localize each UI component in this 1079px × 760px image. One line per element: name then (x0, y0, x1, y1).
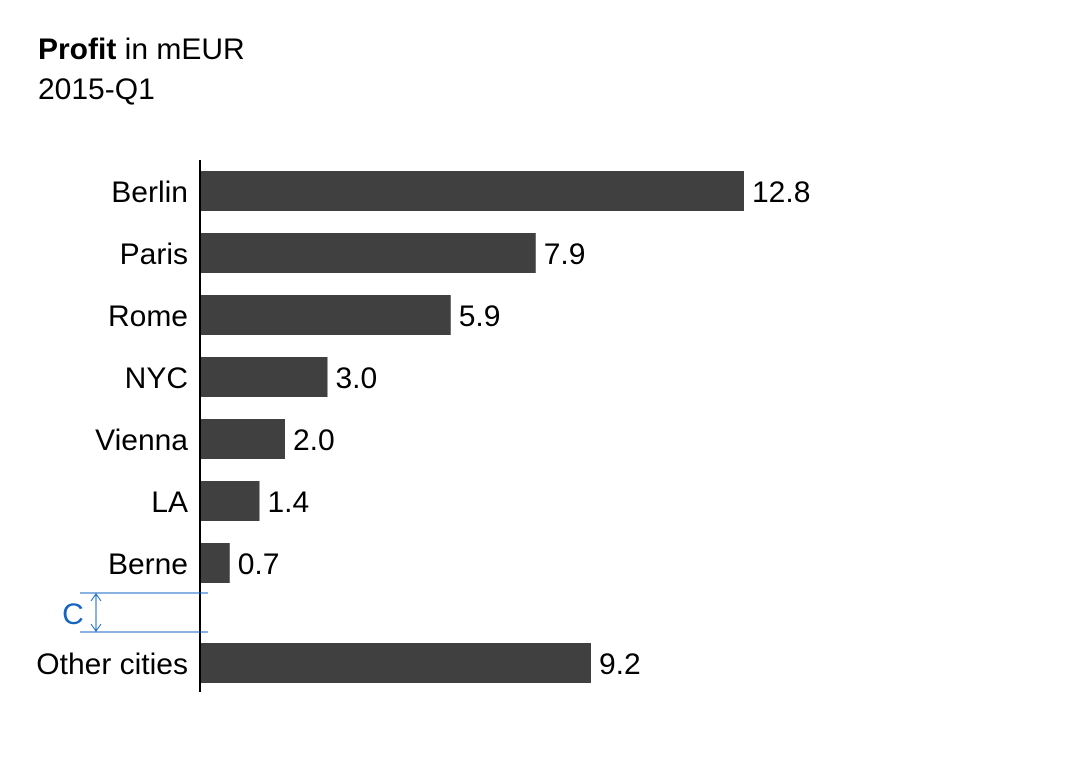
bar (200, 357, 328, 397)
bar (200, 233, 536, 273)
bar (200, 419, 285, 459)
bar (200, 295, 451, 335)
category-label: Paris (120, 238, 188, 271)
value-label: 7.9 (544, 238, 586, 271)
value-label: 5.9 (459, 300, 501, 333)
value-label: 12.8 (752, 176, 810, 209)
bar (200, 481, 260, 521)
value-label: 2.0 (293, 424, 335, 457)
title-bold: Profit (38, 33, 117, 66)
chart-title: Profit in mEUR 2015-Q1 (38, 30, 245, 110)
bar (200, 643, 591, 683)
category-label: Berne (108, 548, 188, 581)
value-label: 1.4 (268, 486, 310, 519)
bar (200, 171, 744, 211)
category-label: Rome (108, 300, 188, 333)
bar (200, 543, 230, 583)
category-label: Other cities (36, 648, 188, 681)
chart-subtitle: 2015-Q1 (38, 73, 155, 106)
category-label: LA (151, 486, 188, 519)
title-rest: in mEUR (116, 33, 245, 66)
break-arrow-down-icon (90, 623, 102, 632)
value-label: 0.7 (238, 548, 280, 581)
category-label: Vienna (95, 424, 188, 457)
break-arrow-up-icon (90, 593, 102, 602)
axis-break-label: C (62, 598, 84, 631)
value-label: 3.0 (336, 362, 378, 395)
category-label: Berlin (111, 176, 188, 209)
value-label: 9.2 (599, 648, 641, 681)
category-label: NYC (125, 362, 188, 395)
